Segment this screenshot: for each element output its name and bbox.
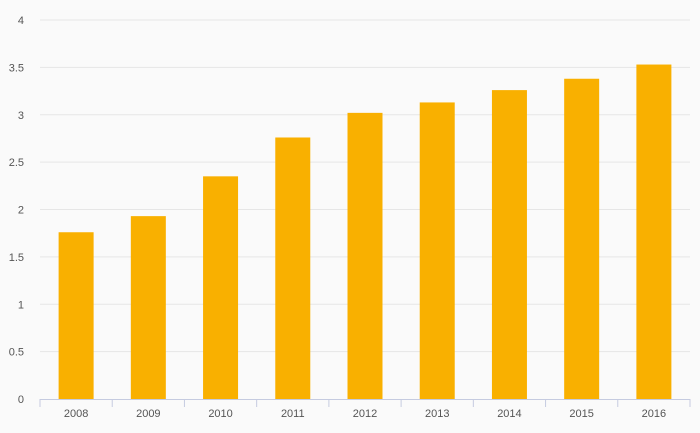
y-tick-label: 1 [18, 299, 24, 311]
y-tick-label: 0.5 [9, 347, 24, 359]
y-tick-label: 4 [18, 15, 24, 27]
y-tick-label: 3.5 [9, 62, 24, 74]
y-tick-label: 1.5 [9, 252, 24, 264]
bars [58, 64, 672, 400]
bar-2008[interactable] [58, 232, 94, 399]
x-tick-label: 2010 [208, 408, 232, 420]
x-tick-label: 2013 [425, 408, 449, 420]
y-tick-label: 3 [18, 110, 24, 122]
bar-2011[interactable] [275, 137, 311, 400]
x-tick-label: 2015 [569, 408, 593, 420]
y-tick-label: 0 [18, 394, 24, 406]
x-tick-label: 2008 [64, 408, 88, 420]
bar-2014[interactable] [491, 90, 527, 400]
bar-2016[interactable] [636, 64, 672, 399]
bar-2010[interactable] [203, 176, 239, 399]
x-tick-label: 2009 [136, 408, 160, 420]
bar-2012[interactable] [347, 112, 383, 399]
y-axis-ticks: 0 0.5 1 1.5 2 2.5 3 3.5 4 [9, 15, 24, 406]
y-tick-label: 2 [18, 205, 24, 217]
x-tick-label: 2014 [497, 408, 521, 420]
y-tick-label: 2.5 [9, 157, 24, 169]
x-axis-ticks: 2008 2009 2010 2011 2012 2013 2014 2015 2016 [64, 408, 666, 420]
bar-2013[interactable] [419, 102, 455, 400]
bar-2015[interactable] [564, 78, 600, 400]
x-tick-label: 2011 [281, 408, 305, 420]
x-tick-label: 2016 [642, 408, 666, 420]
x-tick-label: 2012 [353, 408, 377, 420]
x-axis [39, 399, 691, 407]
bar-2009[interactable] [130, 216, 166, 399]
